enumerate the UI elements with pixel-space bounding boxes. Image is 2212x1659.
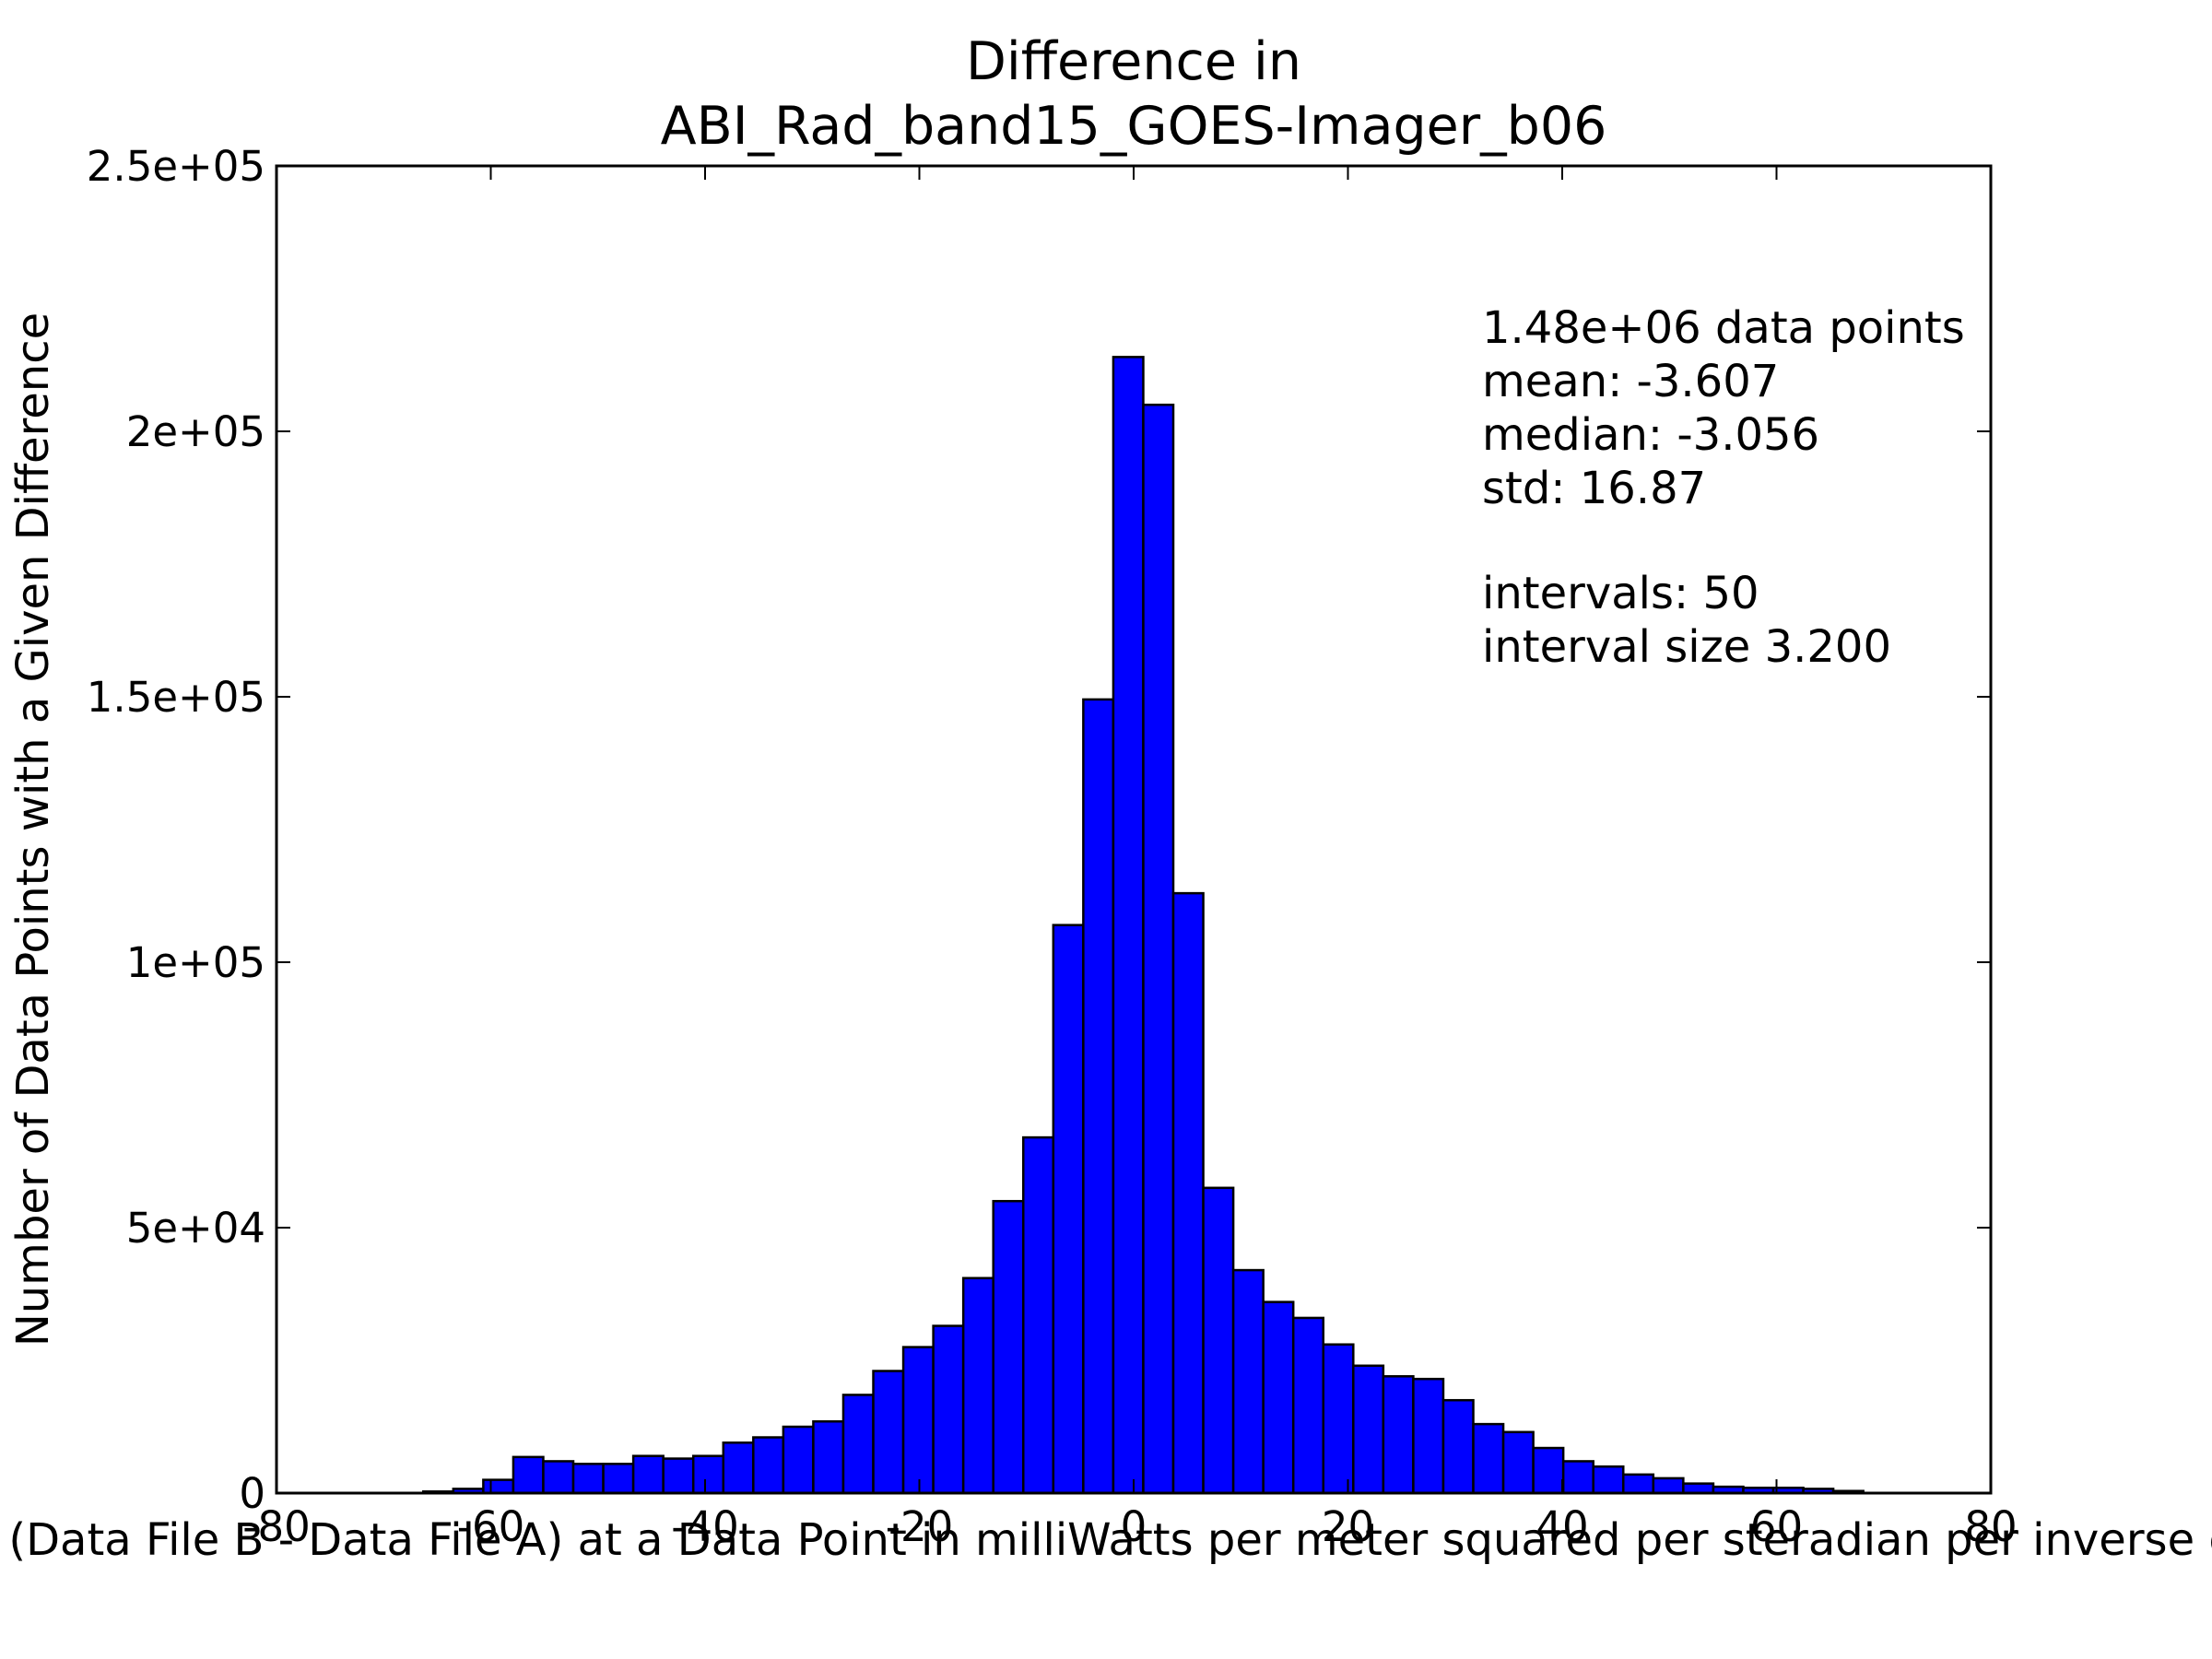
histogram-bar-37 — [1412, 1377, 1445, 1495]
histogram-bar-21 — [932, 1324, 965, 1495]
stats-interval-size: interval size 3.200 — [1482, 621, 1891, 673]
histogram-bar-30 — [1202, 1186, 1235, 1495]
x-tick-label-0: -80 — [242, 1502, 311, 1551]
histogram-bar-20 — [901, 1346, 935, 1495]
stats-std: std: 16.87 — [1482, 463, 1706, 514]
stats-median: median: -3.056 — [1482, 409, 1819, 461]
x-tick-label-4: 0 — [1121, 1502, 1147, 1551]
y-tick-label-2: 1e+05 — [126, 938, 265, 987]
x-tick-label-8: 80 — [1964, 1502, 2017, 1551]
histogram-bar-46 — [1682, 1482, 1715, 1495]
histogram-bar-26 — [1082, 698, 1115, 1495]
x-tick-label-7: 60 — [1750, 1502, 1803, 1551]
stats-data-points: 1.48e+06 data points — [1482, 302, 1965, 354]
histogram-bar-34 — [1322, 1343, 1355, 1495]
histogram-bar-42 — [1561, 1460, 1594, 1495]
x-tick-label-6: 40 — [1535, 1502, 1588, 1551]
chart-title-line-2: ABI_Rad_band15_GOES-Imager_b06 — [661, 96, 1607, 157]
histogram-bar-19 — [872, 1370, 905, 1495]
histogram-bar-12 — [662, 1457, 695, 1495]
histogram-bar-6 — [482, 1478, 515, 1495]
histogram-bar-36 — [1382, 1375, 1415, 1495]
histogram-bar-18 — [841, 1394, 875, 1495]
histogram-bar-7 — [512, 1455, 545, 1495]
chart-title-line-1: Difference in — [966, 31, 1301, 92]
stats-mean: mean: -3.607 — [1482, 356, 1779, 407]
y-tick-label-3: 1.5e+05 — [87, 673, 265, 722]
histogram-bar-41 — [1532, 1446, 1565, 1495]
y-tick-label-1: 5e+04 — [126, 1204, 265, 1253]
histogram-bar-22 — [961, 1277, 994, 1495]
histogram-bar-15 — [752, 1436, 785, 1495]
x-tick-label-5: 20 — [1322, 1502, 1374, 1551]
histogram-bar-40 — [1501, 1430, 1535, 1495]
x-tick-label-2: -40 — [671, 1502, 739, 1551]
histogram-bar-13 — [691, 1454, 725, 1495]
histogram-bar-14 — [722, 1441, 755, 1495]
histogram-bar-17 — [812, 1419, 845, 1495]
y-axis-label: Number of Data Points with a Given Diffe… — [7, 312, 59, 1347]
x-tick-label-3: -20 — [886, 1502, 954, 1551]
stats-intervals: intervals: 50 — [1482, 568, 1759, 619]
histogram-bar-45 — [1652, 1477, 1685, 1495]
histogram-bar-28 — [1142, 403, 1175, 1495]
histogram-bar-10 — [602, 1463, 635, 1495]
histogram-bar-43 — [1592, 1465, 1625, 1495]
histogram-bar-33 — [1291, 1316, 1325, 1495]
histogram-bar-38 — [1441, 1398, 1475, 1495]
histogram-bar-31 — [1231, 1268, 1265, 1495]
histogram-bar-11 — [631, 1454, 665, 1495]
plot-frame — [275, 164, 1993, 1495]
histogram-bar-44 — [1622, 1473, 1655, 1495]
x-axis-label: Value of (Data File B - Data File A) at … — [0, 1514, 2212, 1566]
y-tick-label-4: 2e+05 — [126, 407, 265, 456]
histogram-bar-9 — [571, 1463, 605, 1495]
histogram-bar-16 — [782, 1425, 815, 1495]
histogram-bar-24 — [1022, 1135, 1055, 1495]
histogram-bars — [422, 356, 1865, 1495]
histogram-bar-39 — [1472, 1422, 1505, 1495]
x-tick-label-1: -60 — [457, 1502, 525, 1551]
histogram-bar-27 — [1112, 356, 1145, 1495]
histogram-bar-8 — [542, 1460, 575, 1495]
stats-box: 1.48e+06 data points mean: -3.607 median… — [1482, 302, 1965, 673]
histogram-bar-25 — [1052, 924, 1085, 1495]
histogram-bar-23 — [992, 1199, 1025, 1495]
y-tick-label-0: 0 — [239, 1469, 265, 1518]
histogram-bar-35 — [1352, 1364, 1385, 1495]
y-tick-labels: 0 5e+04 1e+05 1.5e+05 2e+05 2.5e+05 — [87, 142, 265, 1518]
histogram-bar-32 — [1262, 1300, 1295, 1495]
histogram-bar-29 — [1171, 891, 1205, 1495]
y-tick-label-5: 2.5e+05 — [87, 142, 265, 191]
x-tick-labels: -80 -60 -40 -20 0 20 40 60 80 — [242, 1502, 2017, 1551]
